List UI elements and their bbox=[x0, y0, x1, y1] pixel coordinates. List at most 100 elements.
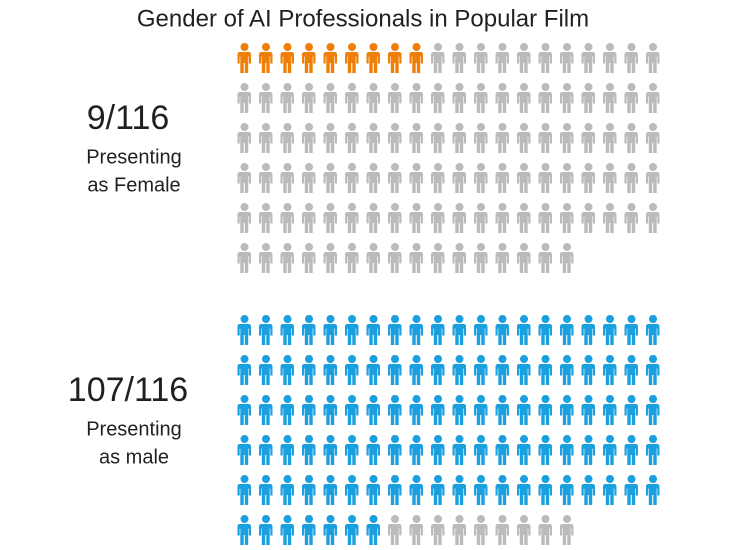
icon-rest bbox=[430, 243, 445, 273]
icon-highlight bbox=[237, 515, 251, 545]
icon-highlight bbox=[646, 315, 660, 345]
icon-highlight bbox=[452, 475, 466, 505]
icon-highlight bbox=[538, 395, 552, 425]
icon-highlight bbox=[237, 475, 251, 505]
icon-rest bbox=[366, 243, 380, 273]
icon-highlight bbox=[473, 475, 488, 505]
icon-highlight bbox=[301, 435, 316, 465]
icon-rest bbox=[430, 43, 445, 73]
icon-highlight bbox=[430, 435, 445, 465]
icon-rest bbox=[624, 43, 638, 73]
icon-rest bbox=[258, 83, 273, 113]
icon-highlight bbox=[366, 395, 380, 425]
icon-rest bbox=[452, 43, 466, 73]
icon-highlight bbox=[495, 315, 509, 345]
icon-rest bbox=[560, 203, 574, 233]
icon-rest bbox=[237, 203, 251, 233]
icon-rest bbox=[366, 163, 380, 193]
icon-rest bbox=[344, 163, 359, 193]
icon-rest bbox=[387, 163, 402, 193]
icon-highlight bbox=[581, 355, 595, 385]
icon-highlight bbox=[323, 435, 337, 465]
icon-highlight bbox=[280, 475, 294, 505]
icon-rest bbox=[646, 83, 660, 113]
icon-rest bbox=[560, 515, 574, 545]
icon-highlight bbox=[387, 315, 402, 345]
icon-rest bbox=[495, 43, 509, 73]
icon-rest bbox=[237, 123, 251, 153]
icon-highlight bbox=[237, 355, 251, 385]
icon-rest bbox=[301, 163, 316, 193]
icon-rest bbox=[323, 123, 337, 153]
icon-rest bbox=[624, 123, 638, 153]
icon-highlight bbox=[301, 355, 316, 385]
icon-rest bbox=[430, 123, 445, 153]
icon-highlight bbox=[624, 315, 638, 345]
icon-highlight bbox=[624, 435, 638, 465]
icon-rest bbox=[603, 203, 617, 233]
icon-highlight bbox=[280, 355, 294, 385]
icon-highlight bbox=[301, 515, 316, 545]
icon-highlight bbox=[258, 315, 273, 345]
icon-rest bbox=[473, 515, 488, 545]
icon-highlight bbox=[301, 395, 316, 425]
icon-rest bbox=[517, 123, 531, 153]
icon-highlight bbox=[280, 43, 294, 73]
icon-rest bbox=[387, 203, 402, 233]
icon-rest bbox=[603, 123, 617, 153]
icon-highlight bbox=[258, 435, 273, 465]
icon-rest bbox=[237, 83, 251, 113]
icon-highlight bbox=[366, 355, 380, 385]
icon-highlight bbox=[258, 395, 273, 425]
icon-highlight bbox=[538, 355, 552, 385]
icon-rest bbox=[280, 203, 294, 233]
icon-highlight bbox=[473, 315, 488, 345]
icon-highlight bbox=[258, 43, 273, 73]
icon-rest bbox=[517, 203, 531, 233]
icon-rest bbox=[258, 163, 273, 193]
icon-highlight bbox=[603, 355, 617, 385]
icon-highlight bbox=[495, 395, 509, 425]
icon-rest bbox=[646, 123, 660, 153]
icon-rest bbox=[301, 243, 316, 273]
icon-highlight bbox=[624, 355, 638, 385]
icon-highlight bbox=[280, 435, 294, 465]
icon-rest bbox=[430, 83, 445, 113]
icon-rest bbox=[387, 83, 402, 113]
icon-highlight bbox=[366, 43, 380, 73]
icon-highlight bbox=[258, 355, 273, 385]
icon-rest bbox=[409, 515, 423, 545]
icon-highlight bbox=[430, 315, 445, 345]
icon-highlight bbox=[452, 395, 466, 425]
icon-rest bbox=[409, 163, 423, 193]
icon-rest bbox=[473, 123, 488, 153]
icon-highlight bbox=[323, 395, 337, 425]
icon-rest bbox=[517, 243, 531, 273]
icon-rest bbox=[495, 243, 509, 273]
icon-rest bbox=[344, 243, 359, 273]
icon-highlight bbox=[387, 435, 402, 465]
icon-highlight bbox=[409, 435, 423, 465]
icon-rest bbox=[280, 83, 294, 113]
icon-highlight bbox=[495, 475, 509, 505]
icon-rest bbox=[603, 83, 617, 113]
icon-rest bbox=[624, 203, 638, 233]
icon-rest bbox=[560, 43, 574, 73]
icon-rest bbox=[280, 123, 294, 153]
icon-rest bbox=[301, 203, 316, 233]
icon-highlight bbox=[517, 355, 531, 385]
icon-highlight bbox=[280, 515, 294, 545]
icon-rest bbox=[538, 243, 552, 273]
icon-highlight bbox=[624, 395, 638, 425]
icon-rest bbox=[538, 163, 552, 193]
icon-rest bbox=[560, 243, 574, 273]
icon-rest bbox=[344, 83, 359, 113]
icon-rest bbox=[366, 123, 380, 153]
icon-rest bbox=[495, 163, 509, 193]
icon-highlight bbox=[387, 43, 402, 73]
icon-rest bbox=[581, 43, 595, 73]
icon-rest bbox=[495, 123, 509, 153]
icon-highlight bbox=[323, 475, 337, 505]
icon-rest bbox=[646, 163, 660, 193]
